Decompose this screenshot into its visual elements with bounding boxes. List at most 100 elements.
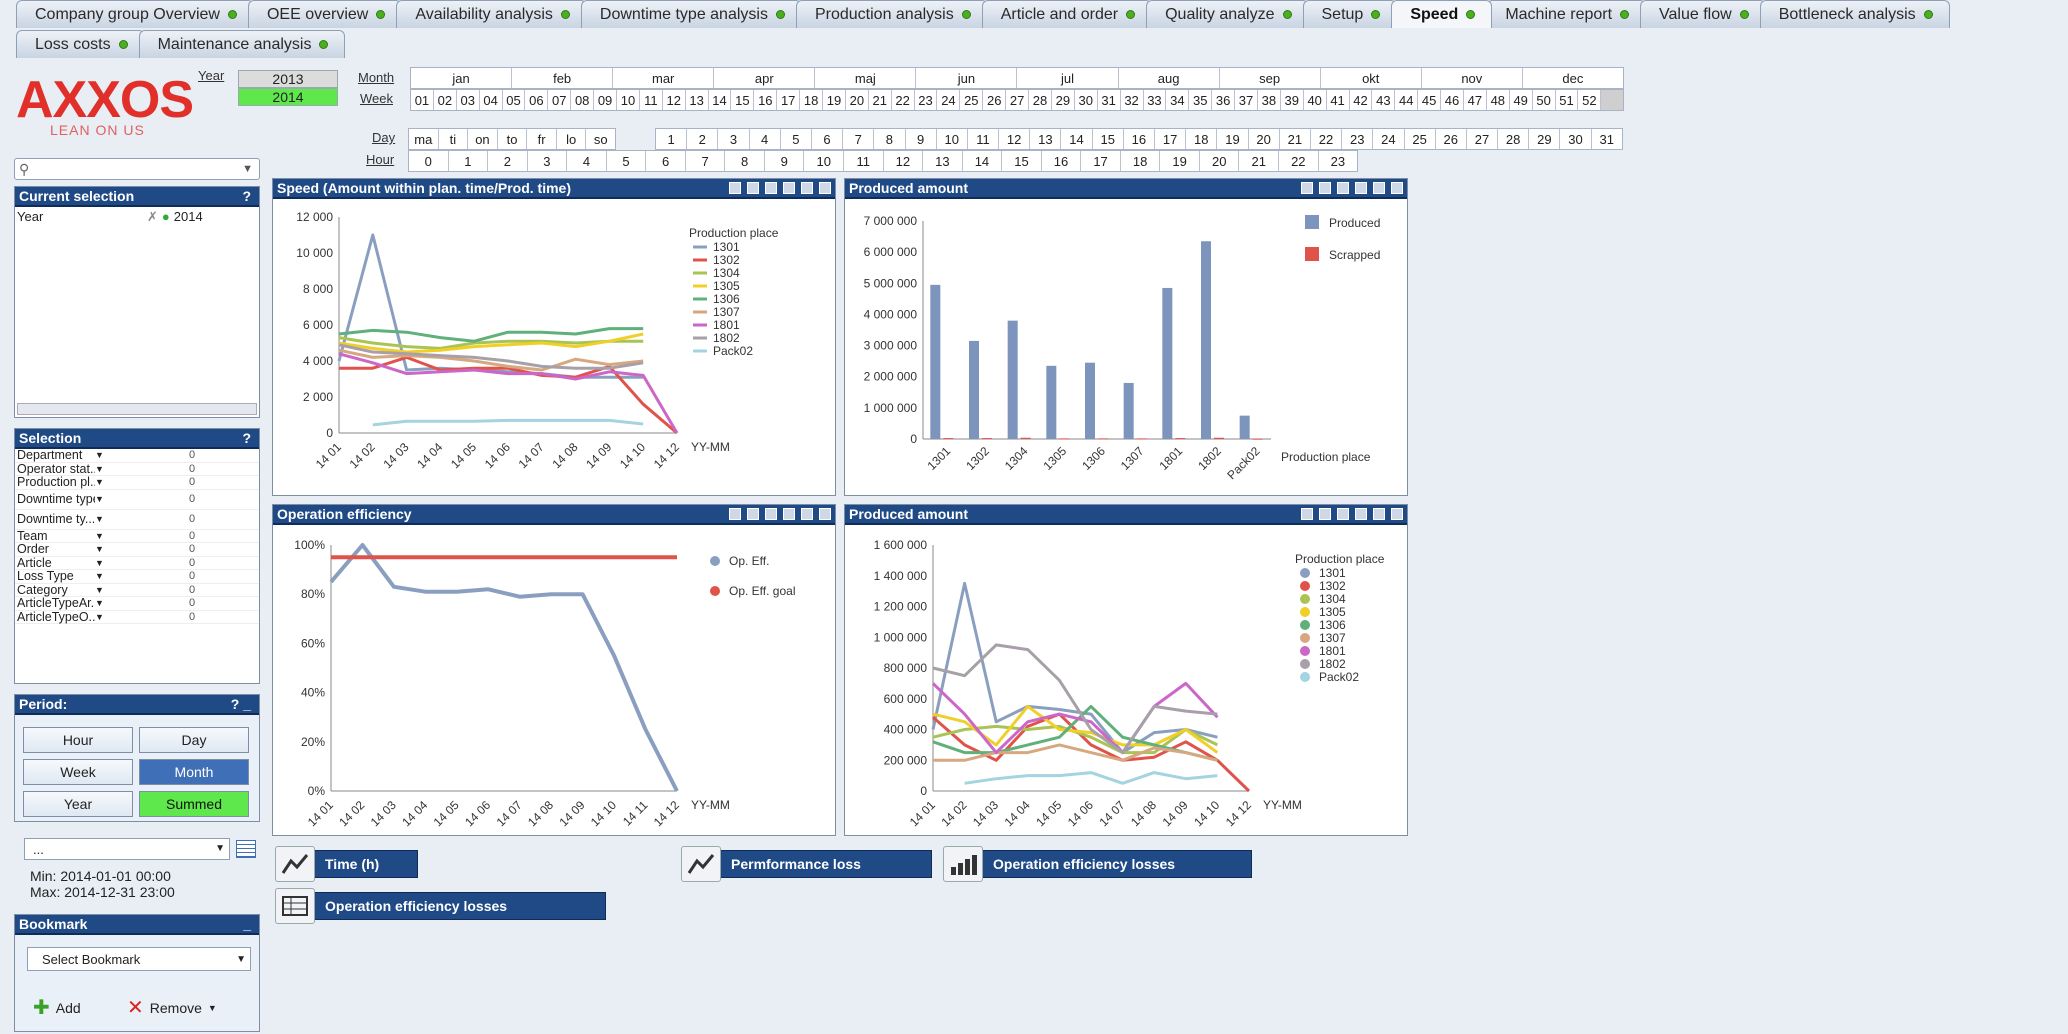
hour-cell[interactable]: 0 [409,151,449,171]
week-cell[interactable]: 14 [709,90,732,110]
month-cell[interactable]: jan [411,68,513,88]
time-button[interactable]: Time (h) [275,846,418,882]
tab-availability-analysis[interactable]: Availability analysis [396,0,587,28]
hour-cell[interactable]: 11 [844,151,884,171]
chevron-down-icon[interactable]: ▼ [95,557,104,568]
hour-cell[interactable]: 15 [1002,151,1042,171]
day-cell[interactable]: 7 [843,129,875,149]
hour-cell[interactable]: 2 [488,151,528,171]
selection-row[interactable]: Downtime ty... ▼ 0 [15,510,259,530]
selection-row[interactable]: Article ▼ 0 [15,556,259,570]
day-cell[interactable]: 10 [937,129,968,149]
day-cell[interactable]: 9 [906,129,937,149]
week-cell[interactable]: 29 [1052,90,1075,110]
year-2014[interactable]: 2014 [238,88,338,106]
tab-production-analysis[interactable]: Production analysis [795,0,988,28]
day-cell[interactable]: 30 [1560,129,1592,149]
week-cell[interactable]: 12 [663,90,686,110]
selection-row[interactable]: ArticleTypeAr... ▼ 0 [15,596,259,611]
hour-cell[interactable]: 1 [449,151,489,171]
period-hour-button[interactable]: Hour [23,727,133,753]
day-cell[interactable]: 27 [1467,129,1499,149]
tab-loss-costs[interactable]: Loss costs [16,30,145,58]
hour-cell[interactable]: 8 [725,151,765,171]
week-cell[interactable]: 41 [1327,90,1350,110]
week-cell[interactable] [1601,90,1624,110]
week-cell[interactable]: 20 [846,90,869,110]
chevron-down-icon[interactable]: ▼ [95,598,104,609]
hour-cell[interactable]: 19 [1160,151,1200,171]
week-cell[interactable]: 28 [1029,90,1052,110]
search-box[interactable]: ⚲ ▼ [14,158,260,180]
weekday-cell[interactable]: lo [557,129,587,149]
week-cell[interactable]: 13 [686,90,709,110]
day-cell[interactable]: 17 [1155,129,1187,149]
week-cell[interactable]: 11 [640,90,663,110]
date-dropdown[interactable]: ... ▼ [24,838,230,860]
tab-speed[interactable]: Speed [1391,0,1493,28]
day-cell[interactable]: 26 [1436,129,1467,149]
chart-toolbar[interactable] [729,508,831,520]
day-cell[interactable]: 23 [1342,129,1374,149]
week-cell[interactable]: 30 [1075,90,1098,110]
chevron-down-icon[interactable]: ▼ [95,530,104,541]
day-cell[interactable]: 6 [812,129,844,149]
help-icon[interactable]: ? _ [230,696,251,712]
chevron-down-icon[interactable]: ▼ [95,571,104,582]
hour-cell[interactable]: 14 [963,151,1003,171]
week-cell[interactable]: 10 [617,90,640,110]
hour-cell[interactable]: 10 [804,151,845,171]
tab-downtime-type-analysis[interactable]: Downtime type analysis [580,0,802,28]
week-cell[interactable]: 49 [1510,90,1533,110]
month-cell[interactable]: jun [916,68,1018,88]
hour-cell[interactable]: 7 [686,151,726,171]
week-cell[interactable]: 26 [983,90,1007,110]
week-cell[interactable]: 32 [1121,90,1144,110]
week-cell[interactable]: 44 [1395,90,1419,110]
week-cell[interactable]: 18 [800,90,824,110]
hour-cell[interactable]: 17 [1081,151,1121,171]
add-bookmark-button[interactable]: ✚ Add [33,995,81,1020]
week-cell[interactable]: 02 [434,90,457,110]
week-cell[interactable]: 33 [1144,90,1167,110]
week-cell[interactable]: 36 [1212,90,1236,110]
tab-oee-overview[interactable]: OEE overview [247,0,403,28]
week-cell[interactable]: 48 [1487,90,1510,110]
month-cell[interactable]: mar [613,68,715,88]
day-cell[interactable]: 16 [1124,129,1155,149]
tab-quality-analyze[interactable]: Quality analyze [1146,0,1309,28]
day-cell[interactable]: 21 [1280,129,1311,149]
year-2013[interactable]: 2013 [238,70,338,88]
hour-cell[interactable]: 16 [1042,151,1082,171]
day-cell[interactable]: 25 [1405,129,1436,149]
day-cell[interactable]: 15 [1093,129,1124,149]
help-icon[interactable]: ? [242,188,251,204]
remove-bookmark-button[interactable]: ✕ Remove ▼ [127,995,217,1020]
day-cell[interactable]: 22 [1311,129,1343,149]
month-cell[interactable]: okt [1321,68,1422,88]
week-cell[interactable]: 46 [1441,90,1464,110]
weekday-cell[interactable]: so [593,131,608,147]
period-day-button[interactable]: Day [139,727,249,753]
week-cell[interactable]: 19 [823,90,846,110]
day-cell[interactable]: 18 [1186,129,1218,149]
month-cell[interactable]: apr [714,68,816,88]
selection-row[interactable]: Category ▼ 0 [15,583,259,597]
tab-value-flow[interactable]: Value flow [1640,0,1766,28]
week-cell[interactable]: 09 [594,90,618,110]
day-cell[interactable]: 31 [1599,131,1614,147]
tab-setup[interactable]: Setup [1302,0,1398,28]
week-cell[interactable]: 15 [731,90,755,110]
hour-cell[interactable]: 12 [884,151,924,171]
period-month-button[interactable]: Month [139,759,249,785]
week-cell[interactable]: 43 [1372,90,1396,110]
chevron-down-icon[interactable]: ▼ [95,584,104,595]
hour-cell[interactable]: 18 [1121,151,1161,171]
week-cell[interactable]: 25 [960,90,984,110]
week-cell[interactable]: 47 [1464,90,1487,110]
hour-cell[interactable]: 9 [765,151,805,171]
chevron-down-icon[interactable]: ▼ [95,494,104,504]
period-summed-button[interactable]: Summed [139,791,249,817]
week-cell[interactable]: 37 [1235,90,1258,110]
month-cell[interactable]: sep [1220,68,1321,88]
